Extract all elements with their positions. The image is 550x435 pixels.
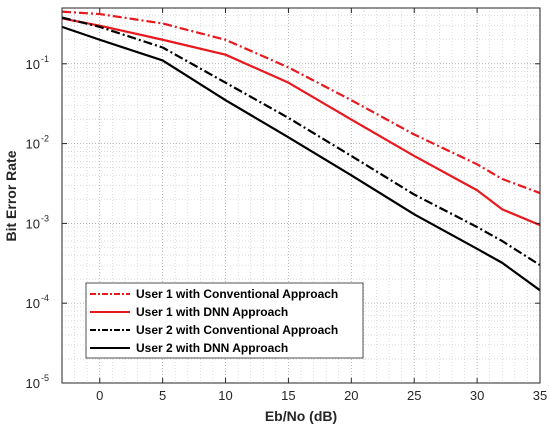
plot-frame	[61, 7, 541, 384]
x-tick-label: 20	[344, 388, 358, 403]
x-tick-label: 25	[407, 388, 421, 403]
y-tick-label: 10	[26, 137, 40, 152]
series-layer	[61, 10, 541, 292]
series-line-4	[61, 25, 541, 292]
legend-items: User 1 with Conventional Approach User 1 …	[90, 287, 338, 355]
y-tick-label: 10	[26, 216, 40, 231]
axis-ticks	[62, 8, 541, 384]
y-tick-label: 10	[26, 296, 40, 311]
y-tick-label-exponent: -2	[41, 134, 49, 144]
x-tick-label: 10	[218, 388, 232, 403]
y-tick-label-exponent: -5	[41, 373, 49, 383]
legend-label-2: User 1 with DNN Approach	[136, 305, 288, 319]
x-tick-label: 5	[159, 388, 166, 403]
series-line-1	[61, 10, 541, 195]
y-tick-label-exponent: -4	[41, 293, 49, 303]
x-tick-label: 15	[281, 388, 295, 403]
y-tick-label-exponent: -1	[41, 54, 49, 64]
y-tick-label-exponent: -3	[41, 213, 49, 223]
y-tick-label: 10	[26, 57, 40, 72]
y-tick-label: 10	[26, 376, 40, 391]
y-tick-labels: 10-510-410-310-210-1	[26, 54, 49, 391]
legend-label-1: User 1 with Conventional Approach	[136, 287, 338, 301]
legend: User 1 with Conventional Approach User 1 …	[85, 282, 364, 359]
legend-box	[85, 282, 364, 359]
legend-label-4: User 2 with DNN Approach	[136, 341, 288, 355]
x-axis-title: Eb/No (dB)	[265, 408, 337, 424]
x-tick-label: 30	[470, 388, 484, 403]
x-tick-label: 35	[533, 388, 547, 403]
y-axis-title: Bit Error Rate	[3, 150, 19, 241]
x-tick-labels: 0 5 10 15 20 25 30 35	[96, 388, 547, 403]
x-tick-label: 0	[96, 388, 103, 403]
series-line-3	[61, 16, 541, 267]
legend-label-3: User 2 with Conventional Approach	[136, 323, 338, 337]
series-line-2	[61, 17, 541, 227]
